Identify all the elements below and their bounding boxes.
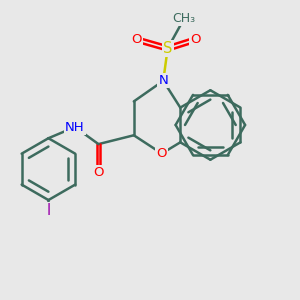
Text: N: N [158,74,168,87]
Text: O: O [93,166,104,178]
Text: O: O [190,33,201,46]
Text: S: S [163,41,172,56]
Text: NH: NH [65,121,85,134]
Text: I: I [46,203,50,218]
Text: CH₃: CH₃ [172,13,195,26]
Text: O: O [131,33,142,46]
Text: O: O [157,147,167,160]
